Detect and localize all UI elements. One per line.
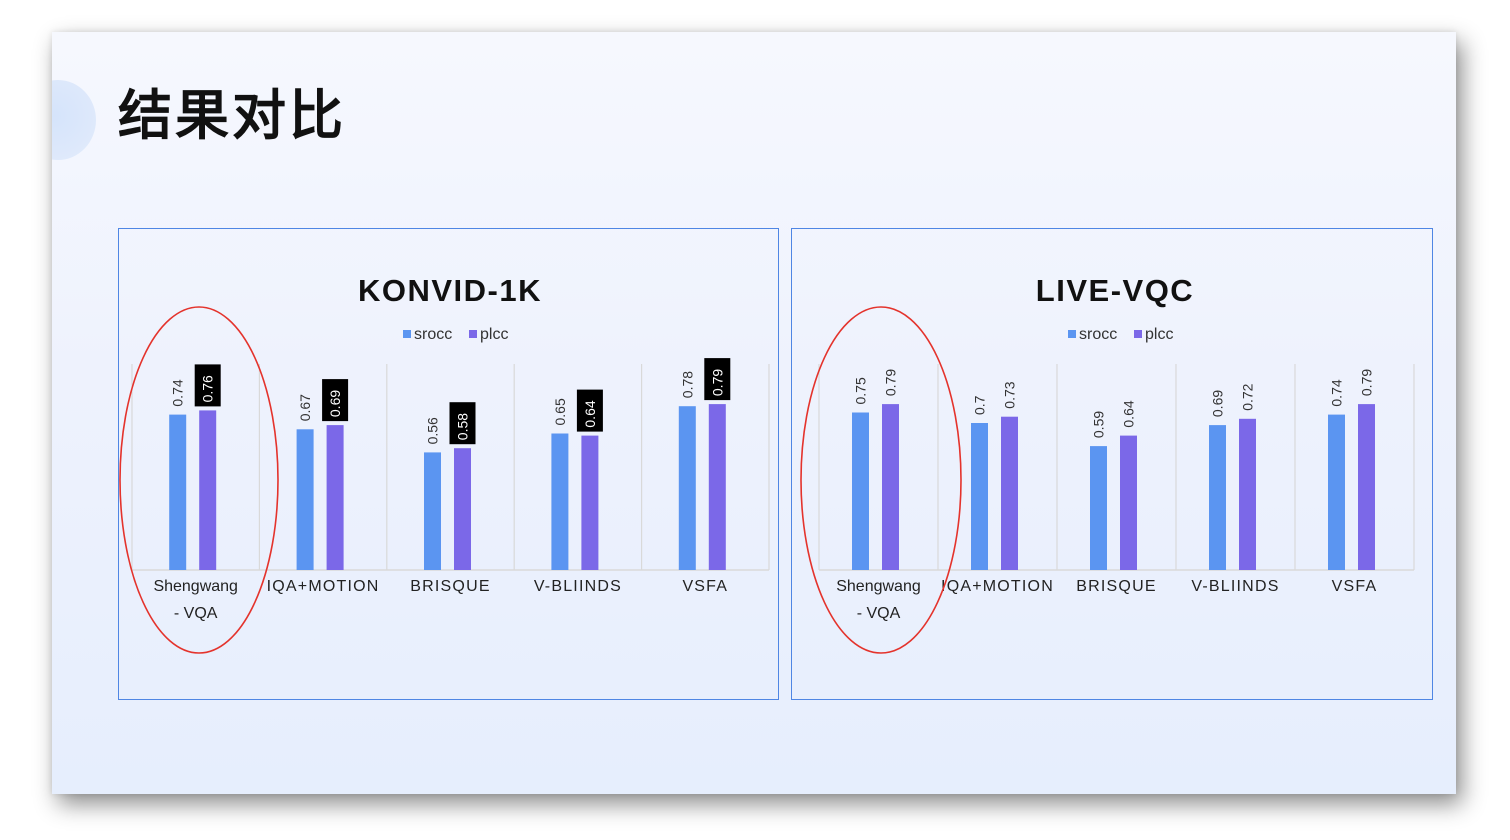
category-label-brisque: BRISQUE	[1076, 578, 1156, 595]
chart-title: LIVE-VQC	[1036, 273, 1194, 308]
value-label-plcc-iqa-motion: 0.69	[327, 390, 343, 417]
slide: 结果对比 KONVID-1K srocc plcc 0.74 0.76 Shengwang…	[52, 32, 1456, 794]
value-label-plcc-vsfa: 0.79	[709, 369, 725, 396]
value-label-srocc-shengwang-vqa: 0.75	[853, 377, 869, 404]
chart-live-vqc: LIVE-VQC srocc plcc 0.75 0.79 Shengwang - VQA 0…	[791, 228, 1433, 700]
category-group-vsfa: 0.78 0.79	[678, 358, 731, 570]
bar-plcc-brisque	[1120, 435, 1137, 570]
category-group-iqa-motion: 0.67 0.69	[296, 379, 349, 570]
value-label-plcc-shengwang-vqa: 0.76	[200, 375, 216, 402]
bar-srocc-brisque	[1090, 446, 1107, 570]
bar-srocc-vsfa	[678, 406, 696, 570]
chart-legend: srocc plcc	[1068, 326, 1173, 343]
category-label-v-bliinds: V-BLIINDS	[534, 578, 622, 595]
value-label-box-plcc-vsfa	[704, 358, 731, 401]
bar-plcc-vsfa	[708, 404, 726, 570]
slide-title: 结果对比	[118, 84, 346, 147]
value-label-plcc-v-bliinds: 0.72	[1240, 383, 1256, 410]
category-label-iqa-motion: IQA+MOTION	[267, 578, 380, 595]
value-label-box-plcc-iqa-motion	[322, 379, 349, 422]
category-group-v-bliinds: 0.65 0.64	[551, 389, 603, 570]
legend-swatch-plcc	[1134, 330, 1142, 338]
bar-srocc-vsfa	[1328, 414, 1345, 570]
chart-title: KONVID-1K	[358, 273, 542, 308]
legend-label-plcc: plcc	[1145, 326, 1173, 343]
category-group-v-bliinds: 0.69 0.72	[1209, 383, 1256, 570]
category-group-vsfa: 0.74 0.79	[1328, 369, 1375, 570]
bar-srocc-iqa-motion	[971, 423, 988, 570]
value-label-box-plcc-v-bliinds	[576, 389, 603, 432]
bar-srocc-shengwang-vqa	[852, 412, 869, 570]
category-label-v-bliinds: V-BLIINDS	[1191, 578, 1279, 595]
title-decoration-circle	[52, 80, 96, 160]
value-label-srocc-shengwang-vqa: 0.74	[170, 379, 186, 406]
bar-plcc-iqa-motion	[1001, 416, 1018, 570]
bar-srocc-v-bliinds	[1209, 425, 1226, 570]
category-group-brisque: 0.56 0.58	[424, 402, 476, 570]
legend-swatch-srocc	[403, 330, 411, 338]
chart-svg: LIVE-VQC srocc plcc 0.75 0.79 Shengwang - VQA 0…	[800, 273, 1415, 654]
bar-plcc-v-bliinds	[1239, 418, 1256, 570]
value-label-plcc-vsfa: 0.79	[1359, 369, 1375, 396]
value-label-srocc-brisque: 0.56	[425, 417, 441, 444]
category-label-shengwang-vqa: Shengwang - VQA	[153, 578, 238, 622]
chart-svg: KONVID-1K srocc plcc 0.74 0.76 Shengwang - VQA…	[119, 273, 770, 654]
value-label-plcc-v-bliinds: 0.64	[582, 400, 598, 427]
bar-srocc-v-bliinds	[551, 433, 569, 570]
value-label-srocc-v-bliinds: 0.69	[1210, 390, 1226, 417]
legend-label-plcc: plcc	[480, 326, 508, 343]
bar-plcc-shengwang-vqa	[882, 404, 899, 570]
value-label-plcc-iqa-motion: 0.73	[1002, 381, 1018, 408]
chart-konvid-1k: KONVID-1K srocc plcc 0.74 0.76 Shengwang - VQA…	[118, 228, 779, 700]
bar-srocc-shengwang-vqa	[169, 414, 187, 570]
value-label-srocc-v-bliinds: 0.65	[552, 398, 568, 425]
value-label-srocc-iqa-motion: 0.7	[972, 395, 988, 415]
legend-label-srocc: srocc	[414, 326, 452, 343]
highlight-ellipse	[119, 306, 279, 654]
legend-label-srocc: srocc	[1079, 326, 1117, 343]
value-label-box-plcc-brisque	[449, 402, 476, 445]
legend-item-srocc: srocc	[1068, 326, 1117, 343]
bar-plcc-brisque	[454, 448, 471, 570]
bar-plcc-shengwang-vqa	[199, 410, 217, 570]
value-label-srocc-brisque: 0.59	[1091, 411, 1107, 438]
bar-plcc-iqa-motion	[326, 425, 344, 570]
legend-swatch-plcc	[469, 330, 477, 338]
value-label-plcc-brisque: 0.58	[455, 413, 471, 440]
value-label-box-plcc-shengwang-vqa	[194, 364, 221, 407]
bar-srocc-iqa-motion	[296, 429, 314, 570]
legend-item-plcc: plcc	[469, 326, 508, 343]
value-label-srocc-vsfa: 0.78	[679, 371, 695, 398]
bar-srocc-brisque	[424, 452, 441, 570]
value-label-plcc-brisque: 0.64	[1121, 400, 1137, 427]
category-label-vsfa: VSFA	[682, 578, 728, 595]
category-label-brisque: BRISQUE	[410, 578, 490, 595]
category-group-brisque: 0.59 0.64	[1090, 400, 1137, 570]
legend-item-srocc: srocc	[403, 326, 452, 343]
category-group-shengwang-vqa: 0.75 0.79	[852, 369, 899, 570]
value-label-plcc-shengwang-vqa: 0.79	[883, 369, 899, 396]
legend-item-plcc: plcc	[1134, 326, 1173, 343]
value-label-srocc-vsfa: 0.74	[1329, 379, 1345, 406]
category-label-shengwang-vqa: Shengwang - VQA	[836, 578, 921, 622]
category-label-vsfa: VSFA	[1332, 578, 1378, 595]
bar-plcc-vsfa	[1358, 404, 1375, 570]
highlight-ellipse	[800, 306, 962, 654]
value-label-srocc-iqa-motion: 0.67	[297, 394, 313, 421]
category-group-iqa-motion: 0.7 0.73	[971, 381, 1018, 570]
bar-plcc-v-bliinds	[581, 435, 599, 570]
category-label-iqa-motion: IQA+MOTION	[941, 578, 1054, 595]
chart-legend: srocc plcc	[403, 326, 508, 343]
category-group-shengwang-vqa: 0.74 0.76	[169, 364, 221, 570]
legend-swatch-srocc	[1068, 330, 1076, 338]
